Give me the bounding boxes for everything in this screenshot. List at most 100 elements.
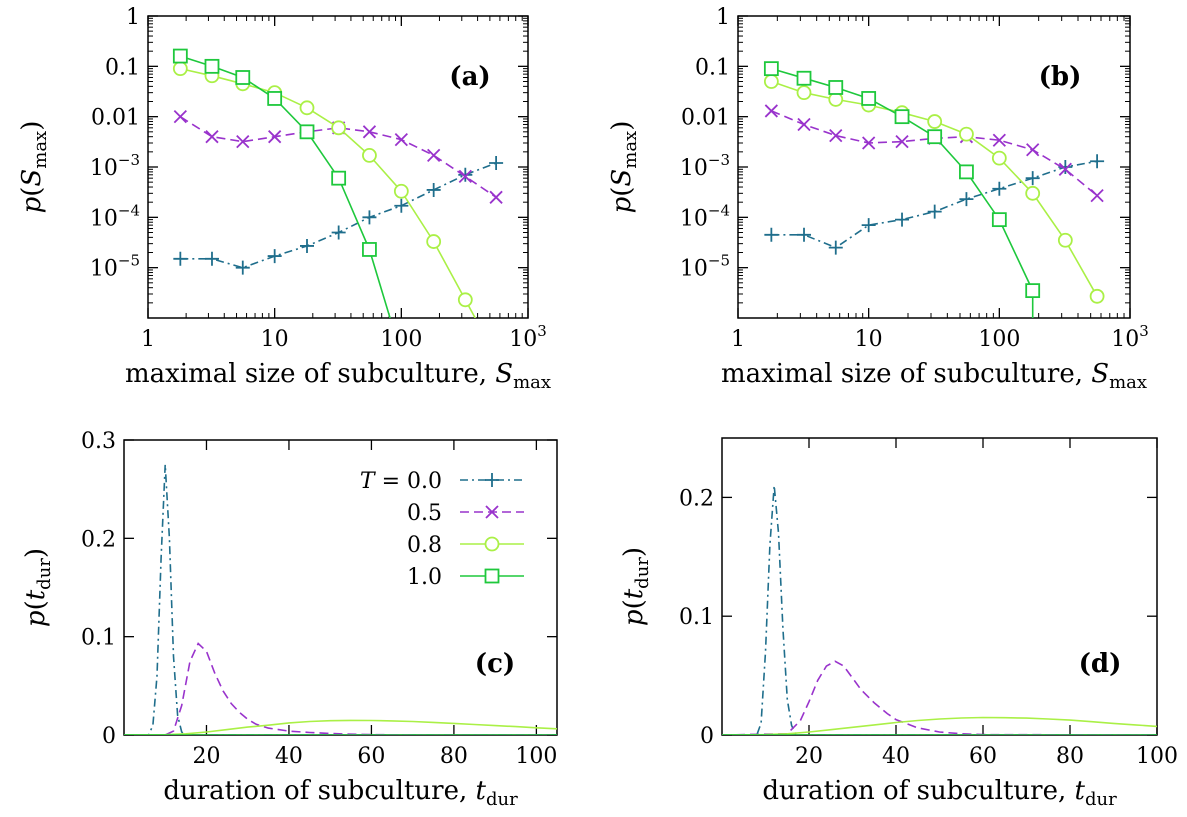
x-tick-label: 20 — [795, 744, 823, 769]
data-point-T0 — [895, 212, 910, 227]
y-tick-label: 0.3 — [81, 429, 116, 454]
x-tick-label: 40 — [275, 744, 303, 769]
y-tick-label: 10−5 — [90, 252, 140, 282]
data-point-T08 — [796, 85, 812, 101]
data-point-T0 — [331, 225, 346, 240]
y-axis-title: p(tdur) — [21, 548, 55, 627]
data-point-T10 — [763, 61, 779, 77]
series-line-T0 — [771, 160, 1098, 249]
series-group — [124, 464, 557, 735]
series-group — [172, 48, 504, 318]
y-tick-label: 10−4 — [680, 201, 730, 231]
data-point-T10 — [267, 91, 283, 106]
data-point-T0 — [1090, 154, 1105, 169]
x-tick-label: 103 — [1111, 322, 1149, 352]
chart-panel-b: 1 10 100 103 1 0.1 0.01 10−3 10−4 10−5 (b) maximal … — [607, 5, 1149, 393]
data-point-T05 — [489, 190, 503, 204]
data-point-T0 — [861, 218, 876, 233]
data-point-T0 — [362, 210, 377, 225]
panel-label: (b) — [1039, 62, 1082, 92]
data-point-T05 — [1058, 162, 1072, 176]
data-point-T10 — [331, 170, 347, 186]
series-line-T08 — [771, 80, 1098, 297]
data-point-T10 — [362, 242, 377, 257]
legend: T = 0.0 0.5 0.8 1.0 — [360, 469, 524, 590]
y-tick-label: 0.2 — [81, 527, 116, 552]
data-point-T08 — [393, 183, 409, 199]
data-point-T08 — [426, 234, 442, 249]
data-point-T08 — [457, 292, 473, 308]
x-axis-title: maximal size of subculture, Smax — [721, 359, 1147, 393]
legend-marker-T08 — [484, 536, 500, 552]
y-tick-label: 0 — [700, 724, 714, 749]
x-tick-label: 100 — [380, 327, 422, 352]
chart-panel-c: 20 40 60 80 100 0 0.1 0.2 0.3 (c) duration of subc… — [21, 429, 558, 810]
x-tick-label: 40 — [882, 744, 910, 769]
data-point-T10 — [959, 164, 974, 180]
data-point-T05 — [394, 132, 408, 147]
data-point-T08 — [172, 61, 188, 77]
y-axis-title: p(Smax) — [17, 121, 51, 214]
data-point-T05 — [205, 130, 219, 144]
data-point-T0 — [394, 198, 409, 213]
legend-marker-T10 — [484, 568, 500, 584]
data-point-T0 — [959, 192, 974, 207]
panel-label: (d) — [1079, 649, 1122, 679]
data-point-T10 — [861, 91, 877, 106]
data-point-T10 — [204, 58, 220, 74]
data-point-T08 — [1025, 185, 1041, 201]
x-axis-title: maximal size of subculture, Smax — [125, 359, 551, 393]
y-tick-label: 1 — [716, 5, 730, 30]
y-tick-label: 0.1 — [695, 55, 730, 80]
x-tick-label: 100 — [1136, 744, 1178, 769]
data-point-T05 — [173, 110, 187, 124]
data-point-T08 — [331, 120, 347, 136]
y-tick-label: 10−5 — [680, 252, 730, 282]
data-point-T05 — [764, 104, 778, 118]
x-tick-label: 10 — [261, 327, 289, 352]
data-point-T10 — [1025, 283, 1041, 299]
data-point-T0 — [300, 238, 315, 253]
data-point-T05 — [992, 133, 1006, 147]
data-point-T0 — [828, 240, 843, 255]
legend-label-T0: T = 0.0 — [360, 469, 442, 494]
series-line-T08 — [180, 67, 477, 318]
data-point-T0 — [927, 204, 942, 219]
series-line-T05 — [179, 116, 497, 198]
data-point-T10 — [894, 109, 910, 125]
data-point-T05 — [862, 136, 876, 150]
y-tick-label: 10−4 — [90, 201, 140, 231]
data-point-T0 — [992, 181, 1007, 196]
data-point-T0 — [426, 182, 441, 197]
data-point-T08 — [1057, 232, 1073, 248]
x-tick-label: 60 — [357, 744, 385, 769]
data-point-T10 — [172, 48, 188, 64]
y-tick-label: 10−3 — [90, 151, 140, 181]
x-tick-label: 60 — [969, 744, 997, 769]
data-point-T10 — [796, 70, 812, 86]
y-tick-label: 0.01 — [681, 106, 730, 131]
x-axis-title: duration of subculture, tdur — [163, 776, 518, 810]
data-point-T08 — [1089, 288, 1105, 304]
series-group — [722, 485, 1157, 735]
legend-label-T08: 0.8 — [407, 533, 442, 558]
series-line-T10 — [771, 67, 1034, 318]
series-line-T10 — [180, 55, 391, 318]
chart-panel-a: 1 10 100 103 1 0.1 0.01 10−3 10−4 10−5 (a) maximal … — [17, 5, 551, 393]
series-line-T0 — [124, 464, 557, 735]
series-line-T08 — [124, 719, 557, 735]
data-point-T10 — [235, 70, 251, 85]
x-tick-label: 1 — [141, 327, 155, 352]
x-tick-label: 10 — [855, 327, 883, 352]
x-tick-label: 100 — [515, 744, 557, 769]
data-point-T08 — [927, 114, 943, 129]
x-tick-label: 103 — [509, 322, 547, 352]
x-axis-title: duration of subculture, tdur — [762, 776, 1117, 810]
y-axis-title: p(Smax) — [607, 121, 641, 214]
series-line-T0 — [722, 485, 1157, 735]
y-tick-label: 0.2 — [679, 486, 714, 511]
legend-label-T05: 0.5 — [407, 501, 442, 526]
series-line-T05 — [124, 642, 557, 735]
data-point-T08 — [362, 148, 377, 163]
